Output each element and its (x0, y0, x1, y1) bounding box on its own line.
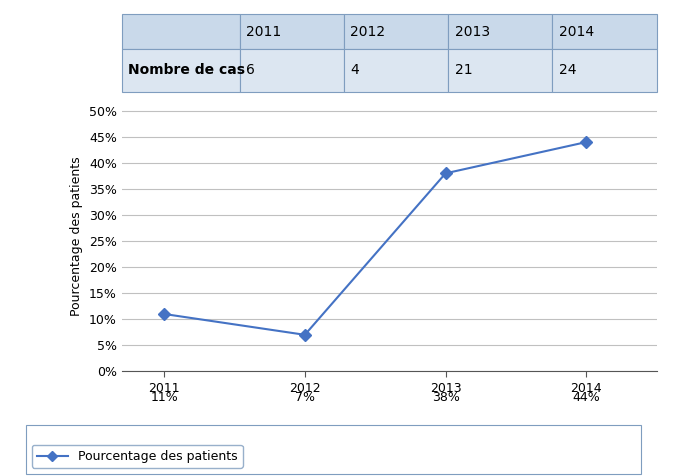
Text: 24: 24 (559, 63, 576, 78)
Text: 2011: 2011 (246, 25, 281, 39)
Text: 44%: 44% (573, 390, 600, 404)
Text: 7%: 7% (294, 390, 315, 404)
Bar (448, 14, 552, 49)
Text: 2013: 2013 (454, 25, 489, 39)
Y-axis label: Pourcentage des patients: Pourcentage des patients (70, 156, 83, 316)
Text: 2012: 2012 (350, 25, 385, 39)
Bar (240, 14, 344, 49)
Text: 2014: 2014 (559, 25, 594, 39)
Text: 21: 21 (454, 63, 472, 78)
Bar (344, 49, 448, 92)
Bar (552, 14, 657, 49)
Legend: Pourcentage des patients: Pourcentage des patients (32, 445, 243, 468)
Bar (448, 49, 552, 92)
FancyBboxPatch shape (26, 426, 640, 474)
Text: 11%: 11% (150, 390, 178, 404)
Bar (122, 14, 240, 49)
Text: 6: 6 (246, 63, 255, 78)
Text: 4: 4 (350, 63, 359, 78)
Bar (552, 49, 657, 92)
Bar (344, 14, 448, 49)
Bar (122, 49, 240, 92)
Text: 38%: 38% (432, 390, 460, 404)
Text: Nombre de cas: Nombre de cas (128, 63, 245, 78)
Bar (240, 49, 344, 92)
